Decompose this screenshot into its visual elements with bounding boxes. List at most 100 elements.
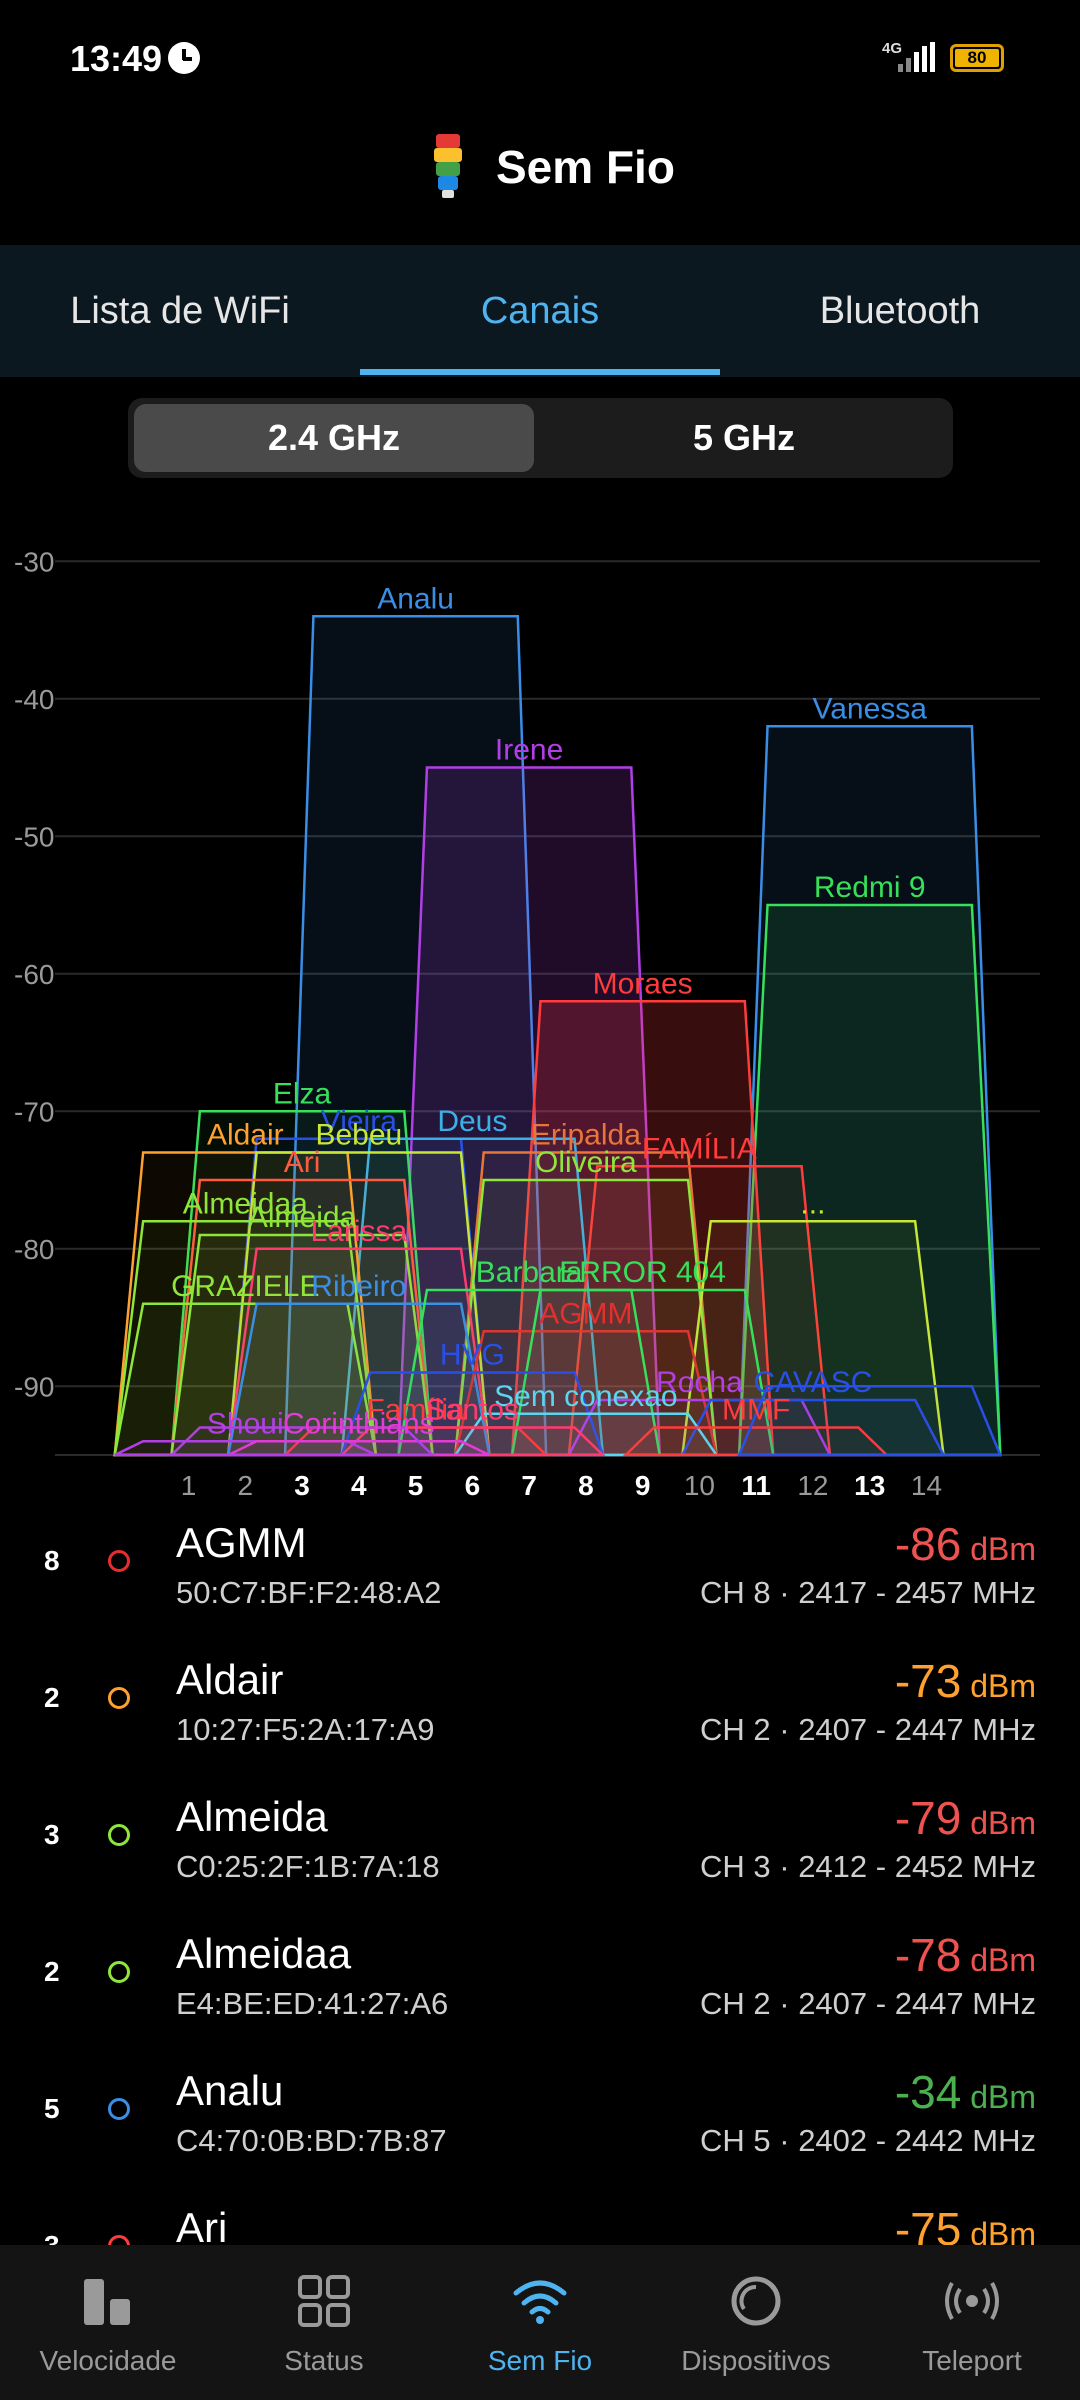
network-mac: C0:25:2F:1B:7A:18 — [176, 1849, 440, 1884]
series-label: Irene — [495, 734, 563, 767]
top-tabs: Lista de WiFi Canais Bluetooth — [0, 245, 1080, 377]
series-label: Rocha — [656, 1366, 743, 1399]
series-label: Aldair — [207, 1119, 284, 1152]
channel-graph: -30 -40 -50 -60 -70 -80 -90 Analu Irene Vanessa Re… — [14, 546, 1040, 1500]
network-mac: E4:BE:ED:41:27:A6 — [176, 1986, 449, 2021]
series-label: Vanessa — [812, 692, 927, 725]
x-tick-label: 1 — [181, 1470, 197, 1500]
network-row[interactable]: 3 Ari -75 dBm — [0, 2190, 1080, 2245]
y-tick-label: -80 — [14, 1234, 54, 1265]
network-row[interactable]: 2 Almeidaa E4:BE:ED:41:27:A6 -78 dBm CH 2 · … — [0, 1916, 1080, 2053]
nav-status-label: Status — [284, 2345, 364, 2376]
series-label: ... — [800, 1187, 825, 1220]
tab-bluetooth[interactable]: Bluetooth — [819, 290, 981, 332]
nav-wireless-label: Sem Fio — [487, 2345, 593, 2376]
network-type: 4G — [882, 40, 903, 57]
x-tick-label: 11 — [741, 1470, 771, 1500]
nav-devices[interactable]: Dispositivos — [648, 2245, 864, 2400]
network-name: Ari — [176, 2204, 228, 2245]
battery-level: 80 — [955, 49, 999, 67]
x-tick-label: 5 — [408, 1470, 424, 1500]
series-label: Ari — [284, 1146, 321, 1179]
network-signal-unit: dBm — [961, 1805, 1036, 1841]
series-group — [113, 615, 1003, 1457]
series-label: Família — [366, 1394, 465, 1427]
series-label: Analu — [377, 582, 454, 615]
network-signal: -34 dBm — [895, 2065, 1036, 2119]
series-label: Elza — [273, 1077, 332, 1110]
network-channel-info: CH 2 · 2407 - 2447 MHz — [700, 1712, 1036, 1747]
nav-teleport-label: Teleport — [922, 2345, 1022, 2376]
series-label: Larissa — [310, 1215, 407, 1248]
series-label: Shoui — [207, 1407, 284, 1440]
teleport-icon — [945, 2282, 999, 2320]
network-row[interactable]: 5 Analu C4:70:0B:BD:7B:87 -34 dBm CH 5 · 240… — [0, 2053, 1080, 2190]
network-mac: 10:27:F5:2A:17:A9 — [176, 1712, 435, 1747]
nav-teleport[interactable]: Teleport — [864, 2245, 1080, 2400]
series-curve — [737, 1385, 1003, 1457]
network-channel: 5 — [44, 2093, 60, 2124]
series-label: Deus — [437, 1105, 507, 1138]
status-bar: 13:49 4G 80 — [0, 0, 1080, 110]
nav-devices-label: Dispositivos — [681, 2345, 831, 2376]
network-name: Almeidaa — [176, 1930, 352, 1977]
network-signal-value: -34 — [894, 2066, 962, 2118]
y-tick-label: -60 — [14, 959, 54, 990]
network-color-dot-icon — [108, 2235, 130, 2245]
series-label: Eripalda — [531, 1119, 641, 1152]
network-signal-unit: dBm — [961, 1531, 1036, 1567]
nav-wireless[interactable]: Sem Fio — [432, 2245, 648, 2400]
series-label: Barbara — [476, 1256, 583, 1289]
series-label: Vieira — [321, 1105, 397, 1138]
network-signal: -86 dBm — [895, 1517, 1036, 1571]
series-label: Almeida — [248, 1201, 357, 1234]
active-tab-indicator — [360, 369, 720, 375]
network-signal: -73 dBm — [895, 1654, 1036, 1708]
network-channel: 3 — [44, 2230, 60, 2245]
grid-icon — [298, 2275, 350, 2327]
network-signal-unit: dBm — [961, 1942, 1036, 1978]
network-row[interactable]: 2 Aldair 10:27:F5:2A:17:A9 -73 dBm CH 2 · 24… — [0, 1642, 1080, 1779]
series-label: HVG — [440, 1339, 505, 1372]
alarm-clock-icon — [168, 42, 200, 74]
app-header: Sem Fio — [0, 120, 1080, 220]
x-tick-label: 8 — [578, 1470, 594, 1500]
series-label: FAMÍLIA — [642, 1132, 757, 1165]
x-tick-label: 13 — [854, 1470, 885, 1500]
network-signal-value: -79 — [894, 1792, 962, 1844]
network-color-dot-icon — [108, 1824, 130, 1846]
series-label: Ribeiro — [311, 1270, 406, 1303]
series-label: Corinthians — [283, 1407, 435, 1440]
series-label: Santos — [426, 1394, 519, 1427]
y-tick-label: -40 — [14, 684, 54, 715]
network-signal: -79 dBm — [895, 1791, 1036, 1845]
network-signal-value: -86 — [894, 1518, 962, 1570]
x-tick-label: 4 — [351, 1470, 367, 1500]
tab-channels[interactable]: Canais — [480, 290, 600, 332]
x-tick-label: 14 — [911, 1470, 942, 1500]
y-tick-label: -90 — [14, 1371, 54, 1402]
network-channel-info: CH 2 · 2407 - 2447 MHz — [700, 1986, 1036, 2021]
tab-wifi-list[interactable]: Lista de WiFi — [70, 290, 290, 332]
network-channel: 3 — [44, 1819, 60, 1850]
series-label: ERROR 404 — [559, 1256, 726, 1289]
x-tick-label: 12 — [797, 1470, 828, 1500]
series-label: AGMM — [539, 1297, 632, 1330]
nav-speed-label: Velocidade — [39, 2345, 177, 2376]
y-tick-label: -70 — [14, 1096, 54, 1127]
network-signal-value: -78 — [894, 1929, 962, 1981]
network-signal: -78 dBm — [895, 1928, 1036, 1982]
x-tick-label: 2 — [238, 1470, 254, 1500]
nav-status[interactable]: Status — [216, 2245, 432, 2400]
network-mac: 50:C7:BF:F2:48:A2 — [176, 1575, 442, 1610]
series-label: Bebeu — [315, 1119, 402, 1152]
nav-speed[interactable]: Velocidade — [0, 2245, 216, 2400]
network-name: Aldair — [176, 1656, 284, 1703]
network-row[interactable]: 3 Almeida C0:25:2F:1B:7A:18 -79 dBm CH 3 · 2… — [0, 1779, 1080, 1916]
battery-icon: 80 — [950, 44, 1004, 72]
x-tick-label: 3 — [294, 1470, 310, 1500]
network-row[interactable]: 8 AGMM 50:C7:BF:F2:48:A2 -86 dBm CH 8 · 2417… — [0, 1505, 1080, 1642]
band-5ghz-button[interactable]: 5 GHz — [692, 417, 796, 458]
band-2-4ghz-button[interactable]: 2.4 GHz — [134, 404, 534, 472]
series-label: Oliveira — [535, 1146, 637, 1179]
